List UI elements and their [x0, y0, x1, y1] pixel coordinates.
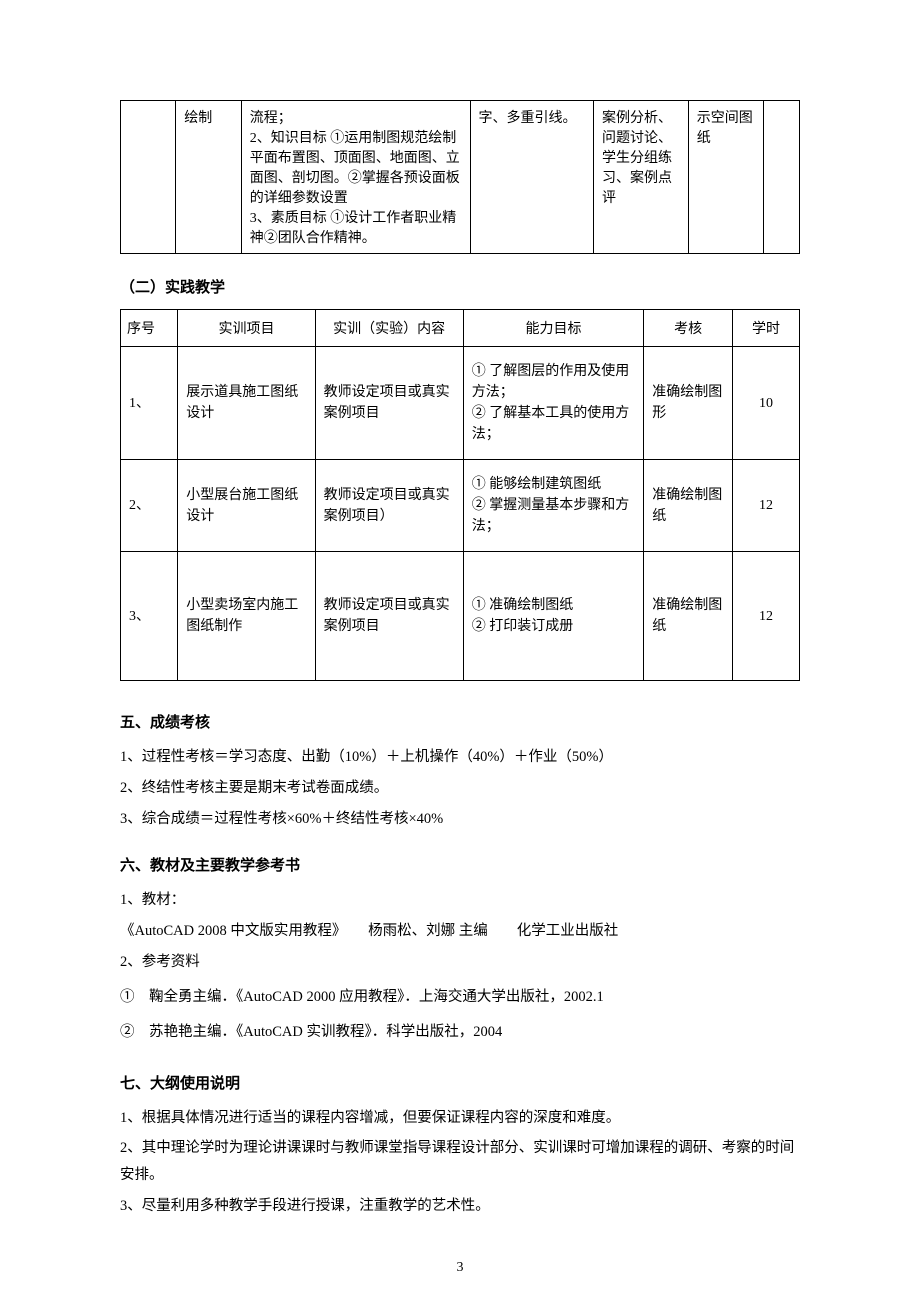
cell-proj: 展示道具施工图纸设计 [178, 347, 315, 460]
table-row: 2、 小型展台施工图纸设计 教师设定项目或真实案例项目） ① 能够绘制建筑图纸 … [121, 460, 800, 552]
cell-col2: 流程； 2、知识目标 ①运用制图规范绘制平面布置图、顶面图、地面图、立面图、剖切… [241, 101, 470, 254]
cell-goal: ① 准确绘制图纸 ② 打印装订成册 [463, 552, 644, 681]
top-continuation-table: 绘制 流程； 2、知识目标 ①运用制图规范绘制平面布置图、顶面图、地面图、立面图… [120, 100, 800, 254]
cell-empty-6 [763, 101, 799, 254]
cell-assess: 准确绘制图纸 [644, 552, 733, 681]
section6-heading: 六、教材及主要教学参考书 [120, 854, 800, 875]
section6-line: 1、教材： [120, 887, 800, 914]
th-assess: 考核 [644, 310, 733, 347]
cell-hours: 12 [732, 552, 799, 681]
section7-line: 1、根据具体情况进行适当的课程内容增减，但要保证课程内容的深度和难度。 [120, 1105, 800, 1132]
section5-line: 2、终结性考核主要是期末考试卷面成绩。 [120, 775, 800, 802]
section5-line: 3、综合成绩＝过程性考核×60%＋终结性考核×40% [120, 806, 800, 833]
cell-content: 教师设定项目或真实案例项目 [315, 347, 463, 460]
table-row: 绘制 流程； 2、知识目标 ①运用制图规范绘制平面布置图、顶面图、地面图、立面图… [121, 101, 800, 254]
section2-heading: （二）实践教学 [120, 276, 800, 297]
table-row: 1、 展示道具施工图纸设计 教师设定项目或真实案例项目 ① 了解图层的作用及使用… [121, 347, 800, 460]
cell-col4: 案例分析、问题讨论、学生分组练习、案例点评 [594, 101, 689, 254]
th-goal: 能力目标 [463, 310, 644, 347]
th-proj: 实训项目 [178, 310, 315, 347]
cell-seq: 2、 [121, 460, 178, 552]
table-header-row: 序号 实训项目 实训（实验）内容 能力目标 考核 学时 [121, 310, 800, 347]
page-number: 3 [120, 1260, 800, 1276]
th-seq: 序号 [121, 310, 178, 347]
cell-proj: 小型卖场室内施工图纸制作 [178, 552, 315, 681]
practice-table: 序号 实训项目 实训（实验）内容 能力目标 考核 学时 1、 展示道具施工图纸设… [120, 309, 800, 681]
cell-col3: 字、多重引线。 [470, 101, 593, 254]
cell-assess: 准确绘制图形 [644, 347, 733, 460]
cell-seq: 3、 [121, 552, 178, 681]
cell-proj: 小型展台施工图纸设计 [178, 460, 315, 552]
cell-content: 教师设定项目或真实案例项目 [315, 552, 463, 681]
cell-content: 教师设定项目或真实案例项目） [315, 460, 463, 552]
section6-line: 《AutoCAD 2008 中文版实用教程》 杨雨松、刘娜 主编 化学工业出版社 [120, 918, 800, 945]
section6-ref: ② 苏艳艳主编．《AutoCAD 实训教程》．科学出版社，2004 [120, 1019, 800, 1046]
cell-col1: 绘制 [176, 101, 241, 254]
cell-empty-0 [121, 101, 176, 254]
cell-assess: 准确绘制图纸 [644, 460, 733, 552]
section7-line: 2、其中理论学时为理论讲课课时与教师课堂指导课程设计部分、实训课时可增加课程的调… [120, 1135, 800, 1189]
cell-goal: ① 了解图层的作用及使用方法； ② 了解基本工具的使用方法； [463, 347, 644, 460]
cell-hours: 10 [732, 347, 799, 460]
section5-line: 1、过程性考核＝学习态度、出勤（10%）＋上机操作（40%）＋作业（50%） [120, 744, 800, 771]
th-hours: 学时 [732, 310, 799, 347]
section6-line: 2、参考资料 [120, 949, 800, 976]
cell-col5: 示空间图纸 [688, 101, 763, 254]
page-content: 绘制 流程； 2、知识目标 ①运用制图规范绘制平面布置图、顶面图、地面图、立面图… [0, 0, 920, 1316]
cell-goal: ① 能够绘制建筑图纸 ② 掌握测量基本步骤和方法； [463, 460, 644, 552]
cell-hours: 12 [732, 460, 799, 552]
cell-seq: 1、 [121, 347, 178, 460]
section7-heading: 七、大纲使用说明 [120, 1072, 800, 1093]
section5-heading: 五、成绩考核 [120, 711, 800, 732]
section6-ref: ① 鞠全勇主编．《AutoCAD 2000 应用教程》．上海交通大学出版社，20… [120, 984, 800, 1011]
section7-line: 3、尽量利用多种教学手段进行授课，注重教学的艺术性。 [120, 1193, 800, 1220]
th-content: 实训（实验）内容 [315, 310, 463, 347]
table-row: 3、 小型卖场室内施工图纸制作 教师设定项目或真实案例项目 ① 准确绘制图纸 ②… [121, 552, 800, 681]
